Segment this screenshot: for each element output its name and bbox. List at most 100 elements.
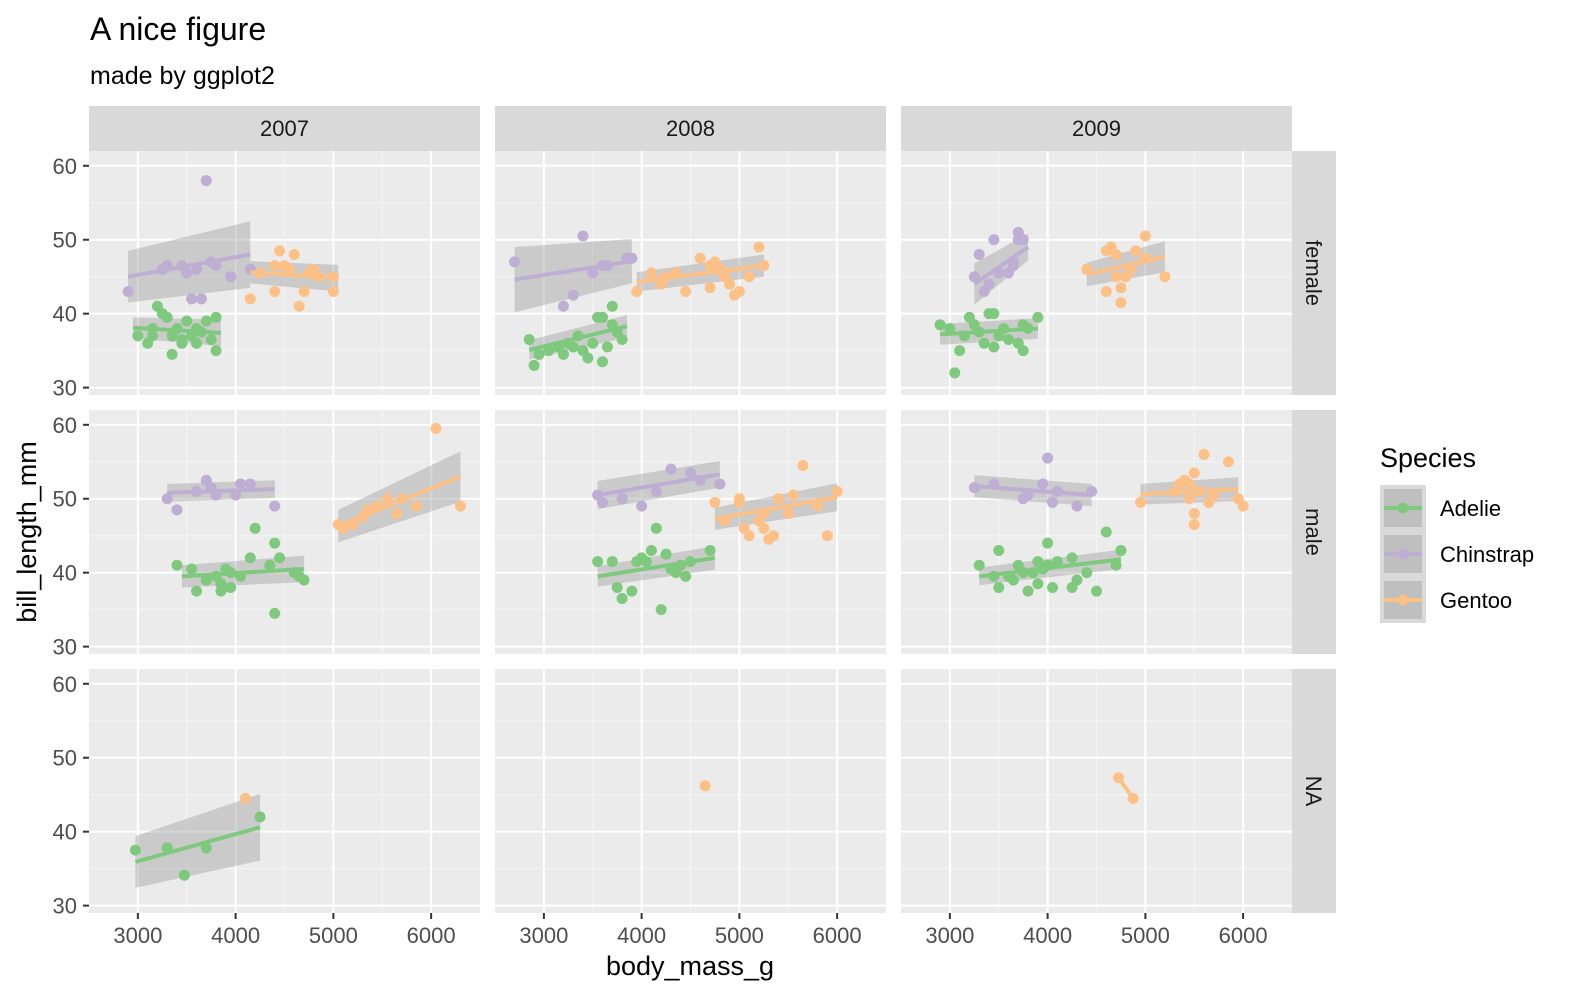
data-point xyxy=(557,348,569,360)
fit-line xyxy=(132,325,222,335)
data-point xyxy=(592,556,604,568)
data-point xyxy=(1091,585,1102,597)
data-point xyxy=(993,544,1005,556)
y-tick-label: 50 xyxy=(53,746,77,771)
data-point xyxy=(298,574,310,586)
data-point xyxy=(205,334,217,346)
data-point xyxy=(1032,578,1044,590)
data-point xyxy=(235,478,247,490)
data-point xyxy=(410,500,422,512)
data-point xyxy=(797,459,809,471)
legend: Species Adelie Chinstrap Gentoo xyxy=(1380,443,1534,623)
data-point xyxy=(1037,478,1049,490)
data-point xyxy=(1188,519,1200,531)
legend-label: Gentoo xyxy=(1440,588,1512,613)
data-point xyxy=(1115,282,1127,294)
data-point xyxy=(709,496,721,508)
data-point xyxy=(1047,581,1059,593)
data-point xyxy=(1237,500,1249,512)
data-point xyxy=(1183,493,1195,505)
data-point xyxy=(269,500,281,512)
fit-line xyxy=(636,263,765,284)
fit-line xyxy=(250,270,339,281)
data-point xyxy=(176,334,188,346)
data-point xyxy=(122,285,134,297)
data-point xyxy=(1188,467,1200,479)
data-point xyxy=(533,348,545,360)
legend-title: Species xyxy=(1380,443,1476,473)
data-point xyxy=(161,493,173,505)
panel-data xyxy=(129,792,266,888)
fit-line xyxy=(597,472,721,498)
x-tick-label: 3000 xyxy=(519,923,568,948)
data-point xyxy=(973,559,985,571)
data-point xyxy=(582,352,594,364)
data-point xyxy=(1110,271,1122,283)
data-point xyxy=(988,308,1000,320)
data-point xyxy=(641,556,653,568)
fit-line xyxy=(1086,254,1166,277)
facet-panels: 2007 2008 2009 female male NA 30 40 50 60 30 40 50 60… xyxy=(53,106,1336,948)
data-point xyxy=(1134,496,1146,508)
facet-strip-row xyxy=(1292,669,1336,913)
data-point xyxy=(733,493,745,505)
legend-label: Adelie xyxy=(1440,496,1501,521)
x-tick-label: 5000 xyxy=(309,923,358,948)
data-point xyxy=(195,293,207,305)
data-point xyxy=(650,522,662,534)
fit-line xyxy=(939,326,1038,337)
panel-data xyxy=(1112,772,1139,804)
data-point xyxy=(968,271,980,283)
data-point xyxy=(210,311,222,323)
panel-data xyxy=(592,459,843,616)
data-point xyxy=(454,500,466,512)
data-point xyxy=(787,489,799,501)
x-tick-label: 3000 xyxy=(925,923,974,948)
data-point xyxy=(269,285,281,297)
fit-line xyxy=(134,825,261,864)
data-point xyxy=(274,552,286,564)
fit-line xyxy=(1140,487,1239,497)
y-tick-label: 30 xyxy=(53,635,77,660)
data-point xyxy=(1081,567,1093,579)
data-point xyxy=(1188,508,1200,520)
x-tick-label: 4000 xyxy=(617,923,666,948)
data-point xyxy=(244,552,256,564)
panel-data xyxy=(122,175,339,360)
data-point xyxy=(645,267,657,279)
data-point xyxy=(239,792,251,804)
legend-label: Chinstrap xyxy=(1440,542,1534,567)
x-tick-label: 5000 xyxy=(1121,923,1170,948)
data-point xyxy=(1183,478,1195,490)
data-point xyxy=(753,241,765,253)
fit-line xyxy=(337,474,462,528)
x-tick-label: 6000 xyxy=(1219,923,1268,948)
data-point xyxy=(1042,537,1054,549)
data-point xyxy=(186,293,198,305)
y-tick-label: 60 xyxy=(53,413,77,438)
data-point xyxy=(743,530,755,542)
x-tick-label: 4000 xyxy=(1023,923,1072,948)
x-tick-label: 6000 xyxy=(407,923,456,948)
data-point xyxy=(254,811,266,823)
data-point xyxy=(269,537,281,549)
data-point xyxy=(934,319,946,331)
data-point xyxy=(1071,500,1083,512)
data-point xyxy=(244,478,256,490)
data-point xyxy=(1066,552,1078,564)
x-tick-label: 3000 xyxy=(113,923,162,948)
data-point xyxy=(269,260,281,272)
confidence-band xyxy=(514,238,632,313)
data-point xyxy=(1222,456,1234,468)
panel-data xyxy=(161,422,466,619)
data-point xyxy=(264,559,276,571)
panel-data xyxy=(509,230,770,371)
x-tick-label: 5000 xyxy=(715,923,764,948)
y-tick-label: 50 xyxy=(53,228,77,253)
data-point xyxy=(1139,230,1151,242)
data-point xyxy=(381,493,393,505)
facet-strip-label: 2007 xyxy=(260,116,309,141)
y-tick-label: 60 xyxy=(53,672,77,697)
data-point xyxy=(660,548,672,560)
